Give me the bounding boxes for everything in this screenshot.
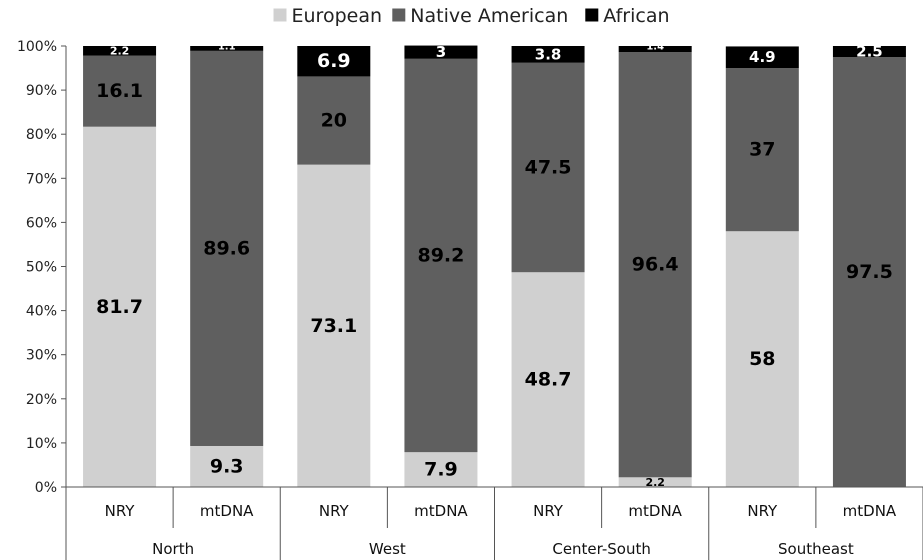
data-label: 2.2 [110, 44, 130, 57]
y-tick-label: 0% [35, 480, 57, 496]
bar-segment-native-american [511, 62, 585, 273]
bar-segment-european [190, 445, 264, 487]
x-category-label: NRY [747, 502, 778, 520]
bar-segment-native-american [190, 50, 264, 446]
data-label: 48.7 [525, 369, 572, 391]
x-group-label: Center-South [552, 540, 651, 558]
y-tick-label: 20% [26, 392, 57, 408]
bar-segment-european [297, 164, 371, 487]
data-label: 2.2 [645, 476, 665, 489]
x-group-label: West [369, 540, 406, 558]
bar-segment-african [297, 46, 371, 77]
data-label: 37 [749, 139, 775, 161]
bar-segment-european [404, 452, 478, 487]
bar-segment-african [190, 46, 264, 51]
y-tick-label: 10% [26, 436, 57, 452]
legend-label: Native American [410, 5, 568, 27]
x-category-label: mtDNA [200, 502, 254, 520]
y-tick-label: 60% [26, 215, 57, 231]
data-label: 16.1 [96, 80, 143, 102]
y-tick-label: 40% [26, 304, 57, 320]
bar-segment-european [511, 272, 585, 487]
legend-label: European [292, 5, 383, 27]
data-label: 2.5 [856, 43, 883, 61]
bar-segment-african [832, 46, 906, 58]
data-label: 7.9 [424, 459, 458, 481]
legend-swatch-european [273, 8, 287, 22]
data-label: 97.5 [846, 261, 893, 283]
data-label: 89.2 [417, 244, 464, 266]
x-category-label: NRY [319, 502, 350, 520]
x-category-label: NRY [533, 502, 564, 520]
x-category-label: NRY [105, 502, 136, 520]
y-tick-label: 100% [17, 39, 57, 55]
y-tick-label: 90% [26, 83, 57, 99]
data-label: 6.9 [317, 50, 351, 72]
bar-segment-native-american [83, 55, 157, 127]
bar-segment-african [618, 46, 692, 53]
bar-segment-native-american [725, 68, 799, 232]
bar-segment-african [725, 46, 799, 69]
data-label: 1.1 [218, 42, 236, 53]
y-tick-label: 70% [26, 171, 57, 187]
y-tick-label: 80% [26, 127, 57, 143]
data-label: 73.1 [310, 315, 357, 337]
data-label: 4.9 [749, 48, 776, 66]
data-label: 9.3 [210, 455, 244, 477]
bar-segment-european [618, 477, 692, 487]
data-label: 89.6 [203, 237, 250, 259]
bar-segment-native-american [618, 52, 692, 478]
bar-segment-european [83, 126, 157, 487]
legend-swatch-native-american [392, 8, 406, 22]
data-label: 3 [436, 43, 446, 61]
legend-label: African [603, 5, 669, 27]
bar-segment-african [83, 46, 157, 56]
bar-segment-native-american [832, 57, 906, 488]
y-tick-label: 50% [26, 260, 57, 276]
bar-segment-native-american [404, 58, 478, 453]
data-label: 3.8 [535, 45, 562, 63]
data-label: 47.5 [525, 156, 572, 178]
bar-segment-native-american [297, 76, 371, 165]
x-category-label: mtDNA [628, 502, 682, 520]
data-label: 96.4 [632, 254, 679, 276]
x-category-label: mtDNA [843, 502, 897, 520]
x-group-label: Southeast [778, 540, 854, 558]
y-tick-label: 30% [26, 348, 57, 364]
x-category-label: mtDNA [414, 502, 468, 520]
bar-segment-african [511, 46, 585, 63]
data-label: 58 [749, 348, 775, 370]
data-label: 81.7 [96, 296, 143, 318]
x-group-label: North [152, 540, 194, 558]
bar-segment-african [404, 45, 478, 59]
data-label: 20 [321, 110, 347, 132]
bar-segment-european [725, 231, 799, 487]
data-label: 1.4 [646, 42, 664, 53]
legend-swatch-african [585, 8, 599, 22]
